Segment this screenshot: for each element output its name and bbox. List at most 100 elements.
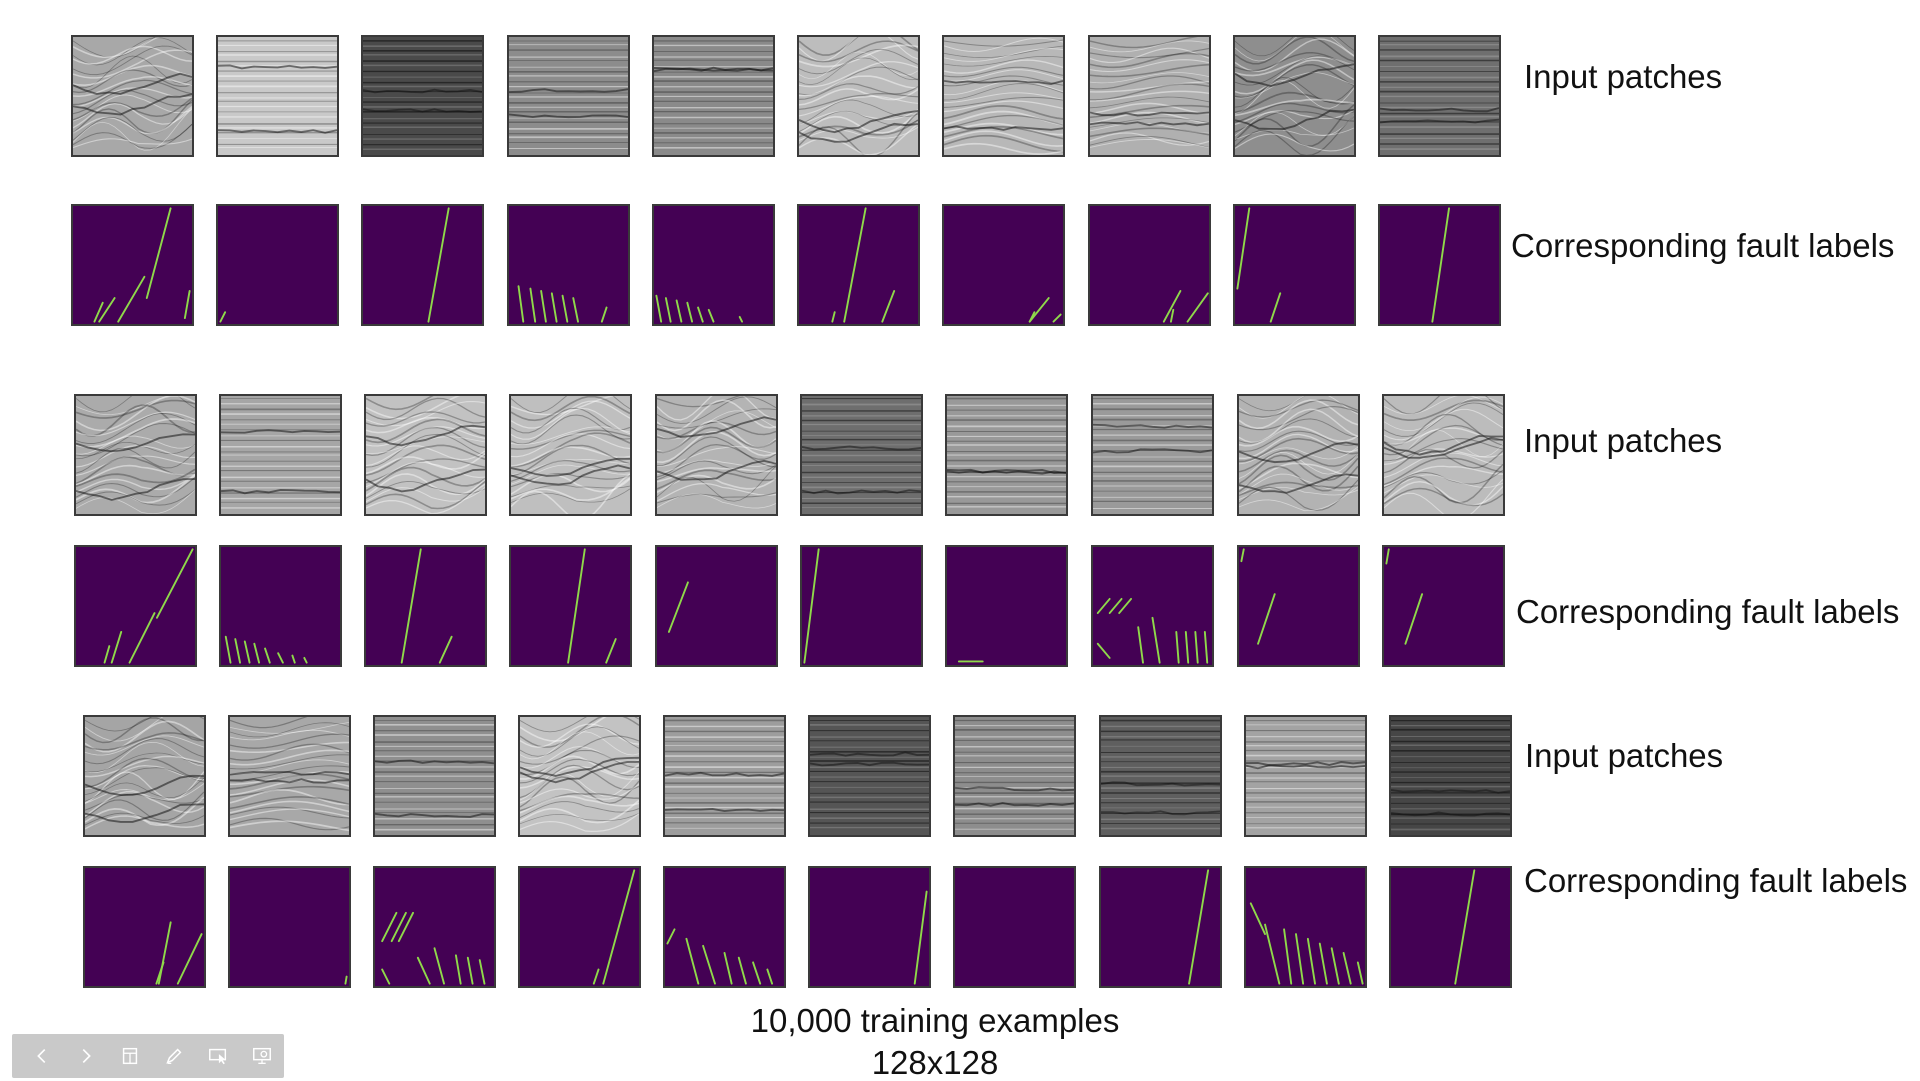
fault-line bbox=[1096, 642, 1111, 659]
fault-line bbox=[605, 638, 617, 664]
presenter-view-button[interactable] bbox=[240, 1036, 284, 1076]
fault-line bbox=[1431, 207, 1450, 323]
fault-label-patch bbox=[945, 545, 1068, 667]
fault-line bbox=[697, 306, 704, 323]
fault-label-patch bbox=[373, 866, 496, 988]
fault-label-patch bbox=[507, 204, 630, 326]
fault-label-patch bbox=[1382, 545, 1505, 667]
pointer-options-button[interactable] bbox=[196, 1036, 240, 1076]
fault-line bbox=[303, 656, 308, 664]
fault-line bbox=[602, 869, 636, 985]
fault-line bbox=[1137, 626, 1144, 664]
fault-line bbox=[176, 933, 203, 985]
fault-label-patch bbox=[1237, 545, 1360, 667]
fault-line bbox=[1264, 923, 1281, 985]
fault-line bbox=[1240, 548, 1245, 563]
pen-tool-button[interactable] bbox=[152, 1036, 196, 1076]
fault-label-patch bbox=[663, 866, 786, 988]
input-patch bbox=[1233, 35, 1356, 157]
input-patch bbox=[663, 715, 786, 837]
input-patch bbox=[1378, 35, 1501, 157]
chevron-left-icon bbox=[37, 1048, 46, 1064]
previous-slide-button[interactable] bbox=[20, 1036, 64, 1076]
fault-line bbox=[913, 890, 928, 985]
fault-line bbox=[1454, 869, 1476, 985]
fault-label-patch bbox=[219, 545, 342, 667]
fault-line bbox=[155, 961, 165, 985]
fault-line bbox=[93, 301, 104, 323]
fault-line bbox=[831, 311, 836, 323]
fault-line bbox=[803, 548, 820, 664]
fault-line bbox=[667, 581, 689, 633]
row-label-input-patches: Input patches bbox=[1525, 737, 1724, 774]
fault-line bbox=[572, 297, 579, 323]
fault-line bbox=[843, 207, 867, 323]
fault-label-patch bbox=[364, 545, 487, 667]
fault-label-patch bbox=[1378, 204, 1501, 326]
fault-line bbox=[1203, 631, 1209, 664]
fault-line bbox=[738, 315, 744, 323]
fault-label-patch bbox=[71, 204, 194, 326]
fault-label-patch bbox=[509, 545, 632, 667]
fault-line bbox=[1356, 961, 1364, 985]
fault-line bbox=[1052, 313, 1062, 323]
fault-line bbox=[243, 640, 251, 664]
fault-line bbox=[400, 548, 422, 664]
fault-label-patch bbox=[74, 545, 197, 667]
fault-line bbox=[655, 294, 663, 323]
fault-line bbox=[567, 548, 586, 664]
fault-line bbox=[1318, 942, 1328, 985]
next-slide-button[interactable] bbox=[64, 1036, 108, 1076]
fault-label-patch bbox=[797, 204, 920, 326]
fault-line bbox=[277, 652, 284, 664]
input-patch bbox=[1382, 394, 1505, 516]
fault-line bbox=[529, 287, 537, 323]
fault-line bbox=[466, 956, 474, 985]
fault-line bbox=[438, 635, 453, 664]
fault-label-patch bbox=[953, 866, 1076, 988]
fault-line bbox=[234, 638, 241, 664]
input-patch bbox=[373, 715, 496, 837]
fault-line bbox=[737, 956, 747, 985]
fault-label-patch bbox=[1088, 204, 1211, 326]
slideshow-toolbar bbox=[12, 1034, 284, 1078]
slides-grid-icon bbox=[122, 1047, 138, 1065]
input-patch bbox=[509, 394, 632, 516]
input-patch bbox=[1091, 394, 1214, 516]
fault-line bbox=[454, 954, 462, 985]
input-patch bbox=[518, 715, 641, 837]
fault-line bbox=[517, 285, 525, 323]
fault-line bbox=[253, 642, 261, 664]
input-patch bbox=[1099, 715, 1222, 837]
caption-training-examples: 10,000 training examples bbox=[750, 1002, 1120, 1039]
input-patch bbox=[800, 394, 923, 516]
fault-line bbox=[1151, 616, 1161, 664]
screen-pointer-icon bbox=[209, 1048, 227, 1065]
fault-line bbox=[416, 956, 431, 985]
fault-line bbox=[103, 645, 111, 664]
fault-line bbox=[1257, 593, 1276, 645]
input-patch bbox=[797, 35, 920, 157]
slides-overview-button[interactable] bbox=[108, 1036, 152, 1076]
fault-line bbox=[1108, 597, 1123, 615]
fault-line bbox=[1342, 952, 1352, 985]
fault-line bbox=[1269, 292, 1282, 323]
input-patch bbox=[1389, 715, 1512, 837]
fault-line bbox=[117, 275, 146, 323]
fault-line bbox=[766, 968, 774, 985]
chevron-right-icon bbox=[82, 1048, 91, 1064]
fault-label-patch bbox=[216, 204, 339, 326]
fault-line bbox=[1188, 869, 1210, 985]
fault-label-patch bbox=[652, 204, 775, 326]
fault-line bbox=[478, 959, 486, 985]
fault-line bbox=[1028, 311, 1036, 323]
row-label-input-patches: Input patches bbox=[1524, 58, 1723, 95]
fault-line bbox=[98, 297, 116, 323]
presenter-icon bbox=[253, 1047, 271, 1064]
fault-line bbox=[1186, 292, 1209, 323]
input-patch bbox=[71, 35, 194, 157]
fault-line bbox=[264, 647, 271, 664]
fault-line bbox=[183, 290, 191, 320]
input-patch bbox=[364, 394, 487, 516]
